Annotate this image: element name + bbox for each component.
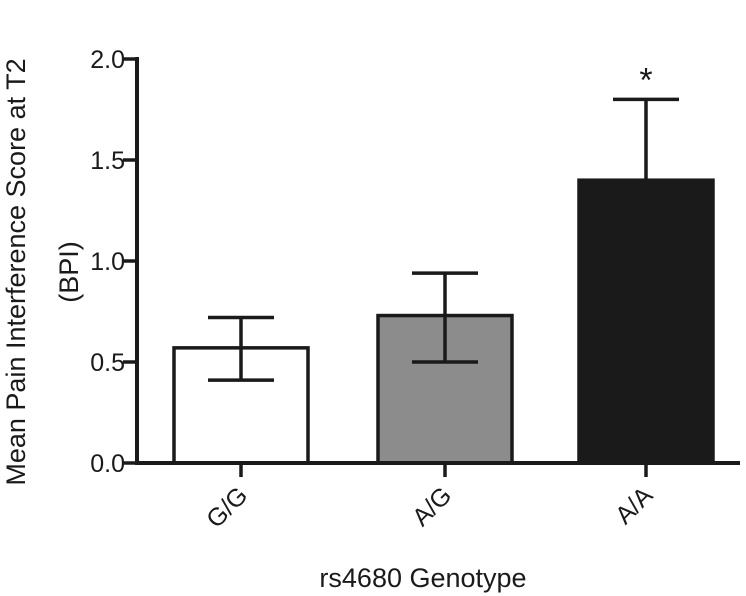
y-axis-title-line1: Mean Pain Interference Score at T2 xyxy=(1,58,31,485)
x-tick-label-a-a: A/A xyxy=(610,481,659,530)
annotations-group: * xyxy=(639,61,652,99)
x-axis-title: rs4680 Genotype xyxy=(319,563,526,593)
y-tick-label-1-0: 1.0 xyxy=(90,248,125,276)
x-tick-label-a-g: A/G xyxy=(407,481,457,531)
y-tick-label-0-0: 0.0 xyxy=(90,450,125,478)
error-bars-group xyxy=(208,97,679,382)
y-axis-title: Mean Pain Interference Score at T2 (BPI) xyxy=(1,58,84,485)
y-tick-label-1-5: 1.5 xyxy=(90,147,125,175)
y-tick-label-2-0: 2.0 xyxy=(90,46,125,74)
significance-marker: * xyxy=(639,61,652,99)
y-axis-title-line2: (BPI) xyxy=(54,241,84,303)
bar-a-a xyxy=(577,178,715,465)
x-tick-label-g-g: G/G xyxy=(201,481,253,533)
y-tick-label-0-5: 0.5 xyxy=(90,349,125,377)
